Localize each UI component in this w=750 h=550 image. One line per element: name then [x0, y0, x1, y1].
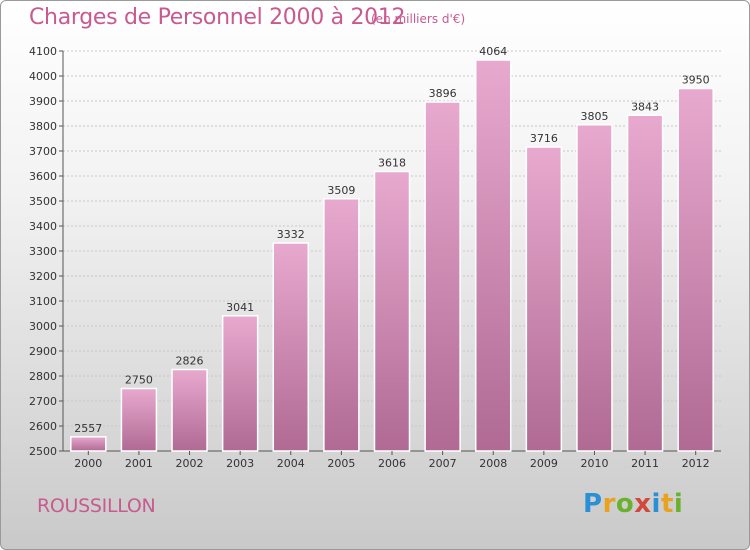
bar-2001	[120, 387, 158, 452]
y-tick-label: 3900	[29, 95, 57, 108]
bar-2006	[373, 170, 411, 452]
x-tick-label-2006: 2006	[378, 457, 406, 470]
value-label-2002: 2826	[176, 355, 204, 368]
y-tick-label: 3400	[29, 220, 57, 233]
y-tick-label: 2700	[29, 395, 57, 408]
bar-2009	[525, 146, 563, 452]
y-tick-labels: 2500 2600 2700 2800 2900 3000 3100 3200 3300 3400…	[29, 45, 57, 458]
x-tick-label-2010: 2010	[580, 457, 608, 470]
y-tick-label: 4000	[29, 70, 57, 83]
bar-2012	[677, 87, 714, 452]
bar-2004	[272, 242, 310, 452]
x-tick-label-2004: 2004	[277, 457, 305, 470]
bar-2008	[474, 59, 512, 452]
bar-2005	[323, 198, 360, 452]
x-tick-labels: 2000 2001 2002 2003 2004 2005 2006 2007 2008 2009…	[74, 451, 710, 470]
y-tick-label: 4100	[29, 45, 57, 58]
value-label-2012: 3950	[682, 74, 710, 87]
value-label-2008: 4064	[479, 45, 507, 58]
value-labels: 2557 2750 2826 3041 3332 3509 3618 3896 4064 3716…	[74, 45, 709, 435]
x-tick-label-2009: 2009	[530, 457, 558, 470]
y-tick-label: 3500	[29, 195, 57, 208]
y-tick-label: 3000	[29, 320, 57, 333]
y-tick-label: 2500	[29, 445, 57, 458]
value-label-2006: 3618	[378, 157, 406, 170]
proxiti-logo[interactable]: Proxiti	[583, 489, 684, 519]
y-tick-label: 3200	[29, 270, 57, 283]
y-tick-label: 2900	[29, 345, 57, 358]
bar-2002	[171, 368, 208, 452]
chart-subtitle: (en milliers d'€)	[371, 12, 466, 26]
x-tick-label-2005: 2005	[327, 457, 355, 470]
value-label-2003: 3041	[226, 301, 254, 314]
x-tick-label-2003: 2003	[226, 457, 254, 470]
value-label-2000: 2557	[74, 422, 102, 435]
y-tick-label: 3800	[29, 120, 57, 133]
y-tick-label: 2800	[29, 370, 57, 383]
x-tick-label-2012: 2012	[682, 457, 710, 470]
bars	[70, 59, 714, 452]
value-label-2005: 3509	[327, 184, 355, 197]
value-label-2010: 3805	[580, 110, 608, 123]
x-tick-label-2001: 2001	[125, 457, 153, 470]
x-tick-label-2011: 2011	[631, 457, 659, 470]
bar-2000	[70, 436, 107, 452]
bar-2011	[626, 114, 664, 452]
value-label-2007: 3896	[429, 87, 457, 100]
value-label-2004: 3332	[277, 228, 305, 241]
y-tick-label: 3700	[29, 145, 57, 158]
y-tick-label: 3100	[29, 295, 57, 308]
bar-2003	[221, 315, 259, 452]
x-tick-label-2007: 2007	[429, 457, 457, 470]
value-label-2001: 2750	[125, 374, 153, 387]
value-label-2011: 3843	[631, 100, 659, 113]
bar-2007	[424, 101, 461, 452]
x-tick-label-2008: 2008	[479, 457, 507, 470]
bar-2010	[576, 124, 613, 452]
y-tick-label: 2600	[29, 420, 57, 433]
x-tick-label-2002: 2002	[176, 457, 204, 470]
y-tick-label: 3300	[29, 245, 57, 258]
value-label-2009: 3716	[530, 132, 558, 145]
commune-name: ROUSSILLON	[37, 495, 156, 517]
chart-title: Charges de Personnel 2000 à 2012	[29, 5, 406, 30]
y-tick-label: 3600	[29, 170, 57, 183]
x-tick-label-2000: 2000	[74, 457, 102, 470]
